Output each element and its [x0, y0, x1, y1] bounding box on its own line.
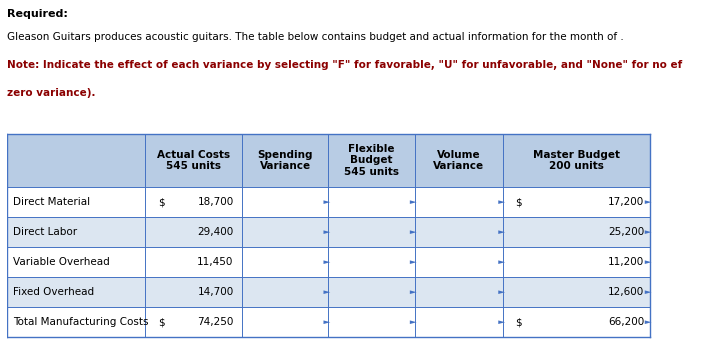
- Text: Required:: Required:: [7, 9, 68, 19]
- Text: 25,200: 25,200: [608, 227, 644, 237]
- Polygon shape: [410, 321, 417, 324]
- Polygon shape: [645, 261, 651, 264]
- Text: 11,200: 11,200: [608, 257, 644, 267]
- Text: Fixed Overhead: Fixed Overhead: [13, 287, 94, 297]
- Polygon shape: [410, 291, 417, 294]
- Text: 11,450: 11,450: [197, 257, 233, 267]
- Bar: [7, 187, 649, 217]
- Polygon shape: [324, 261, 331, 264]
- Polygon shape: [324, 231, 331, 234]
- Text: Total Manufacturing Costs: Total Manufacturing Costs: [13, 317, 148, 327]
- Text: 12,600: 12,600: [608, 287, 644, 297]
- Polygon shape: [645, 231, 651, 234]
- Text: Spending
Variance: Spending Variance: [257, 150, 313, 171]
- Text: zero variance).: zero variance).: [7, 88, 96, 97]
- Polygon shape: [498, 321, 505, 324]
- Text: Direct Labor: Direct Labor: [13, 227, 77, 237]
- Text: 18,700: 18,700: [197, 197, 233, 207]
- Polygon shape: [645, 291, 651, 294]
- Polygon shape: [324, 201, 331, 204]
- Polygon shape: [410, 261, 417, 264]
- Polygon shape: [324, 291, 331, 294]
- Bar: [7, 307, 649, 337]
- Polygon shape: [498, 261, 505, 264]
- Text: $: $: [158, 197, 164, 207]
- Polygon shape: [410, 231, 417, 234]
- Text: 66,200: 66,200: [608, 317, 644, 327]
- Bar: [7, 247, 649, 277]
- Text: 74,250: 74,250: [197, 317, 233, 327]
- Text: Flexible
Budget
545 units: Flexible Budget 545 units: [344, 144, 399, 177]
- Text: 17,200: 17,200: [608, 197, 644, 207]
- Text: Gleason Guitars produces acoustic guitars. The table below contains budget and a: Gleason Guitars produces acoustic guitar…: [7, 32, 624, 42]
- Polygon shape: [324, 321, 331, 324]
- Text: $: $: [158, 317, 164, 327]
- Text: Volume
Variance: Volume Variance: [434, 150, 484, 171]
- Polygon shape: [498, 291, 505, 294]
- Text: Variable Overhead: Variable Overhead: [13, 257, 109, 267]
- Polygon shape: [498, 231, 505, 234]
- Text: $: $: [515, 317, 522, 327]
- Polygon shape: [645, 201, 651, 204]
- Bar: [7, 217, 649, 247]
- Bar: [7, 277, 649, 307]
- Polygon shape: [498, 201, 505, 204]
- Text: Direct Material: Direct Material: [13, 197, 90, 207]
- Text: Note: Indicate the effect of each variance by selecting "F" for favorable, "U" f: Note: Indicate the effect of each varian…: [7, 60, 682, 70]
- Polygon shape: [410, 201, 417, 204]
- Text: 14,700: 14,700: [197, 287, 233, 297]
- Text: 29,400: 29,400: [197, 227, 233, 237]
- Text: Master Budget
200 units: Master Budget 200 units: [533, 150, 620, 171]
- Polygon shape: [645, 321, 651, 324]
- Bar: [7, 134, 649, 187]
- Text: Actual Costs
545 units: Actual Costs 545 units: [157, 150, 230, 171]
- Text: $: $: [515, 197, 522, 207]
